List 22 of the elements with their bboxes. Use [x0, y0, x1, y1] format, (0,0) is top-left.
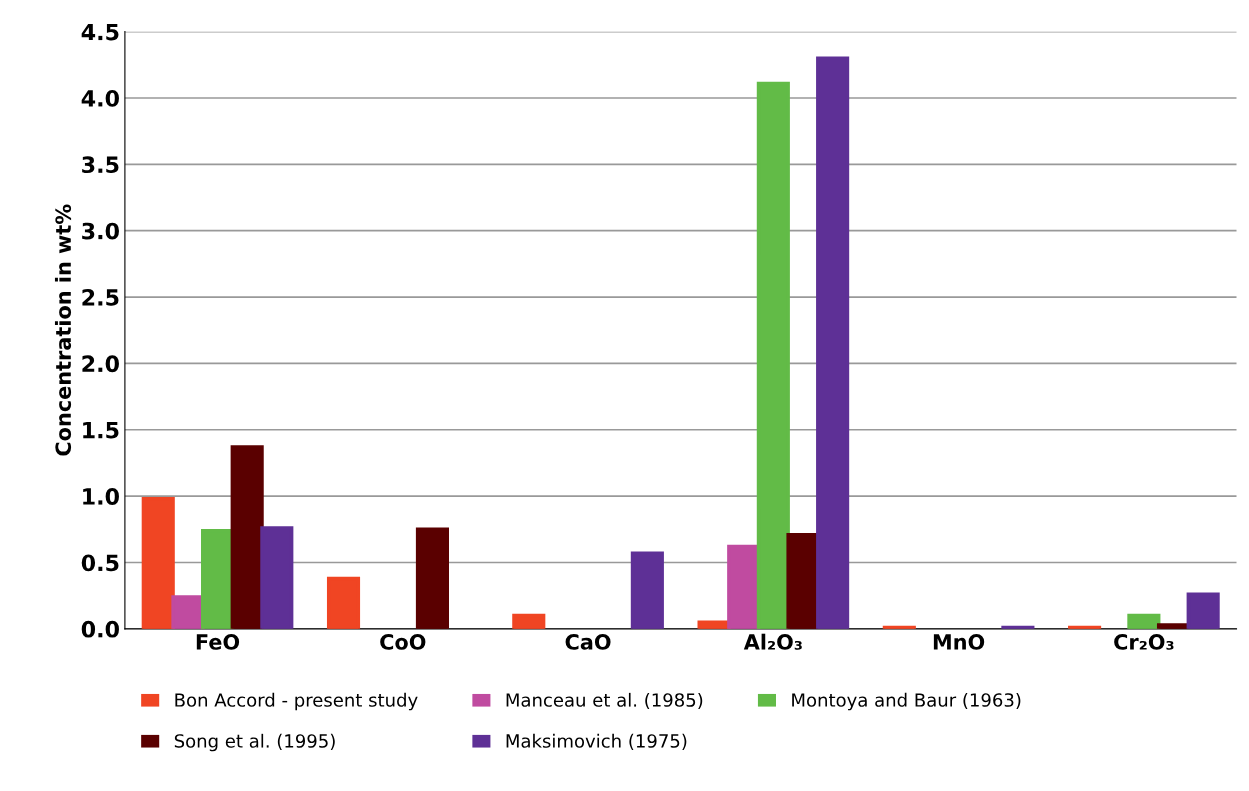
x-tick-label: FeO: [196, 634, 240, 650]
legend-label: Manceau et al. (1985): [506, 692, 703, 709]
y-tick-label: 0.5: [81, 554, 119, 572]
x-tick-label: CoO: [380, 634, 426, 650]
y-tick-label: 2.5: [82, 289, 119, 306]
legend-label: Bon Accord - present study: [175, 692, 418, 711]
y-tick-label: 1.0: [83, 488, 119, 505]
legend-label: Maksimovich (1975): [506, 733, 687, 750]
x-tick-label: Al₂O₃: [743, 633, 802, 650]
x-tick-label: Cr₂O₃: [1114, 634, 1174, 650]
legend-label: Song et al. (1995): [174, 733, 335, 752]
x-tick-label: CaO: [565, 634, 611, 650]
x-tick-label: MnO: [933, 634, 985, 650]
y-tick-label: 0.0: [81, 620, 119, 638]
legend-label: Montoya and Baur (1963): [792, 692, 1021, 711]
y-tick-label: 1.5: [83, 422, 119, 439]
y-tick-label: 3.0: [82, 222, 119, 240]
y-tick-label: 4.0: [81, 89, 119, 107]
y-tick-label: 3.5: [82, 156, 119, 174]
y-tick-label: 2.0: [82, 355, 119, 373]
y-tick-label: 4.5: [81, 23, 119, 41]
y-axis-title: Concentration in wt%: [54, 204, 72, 456]
